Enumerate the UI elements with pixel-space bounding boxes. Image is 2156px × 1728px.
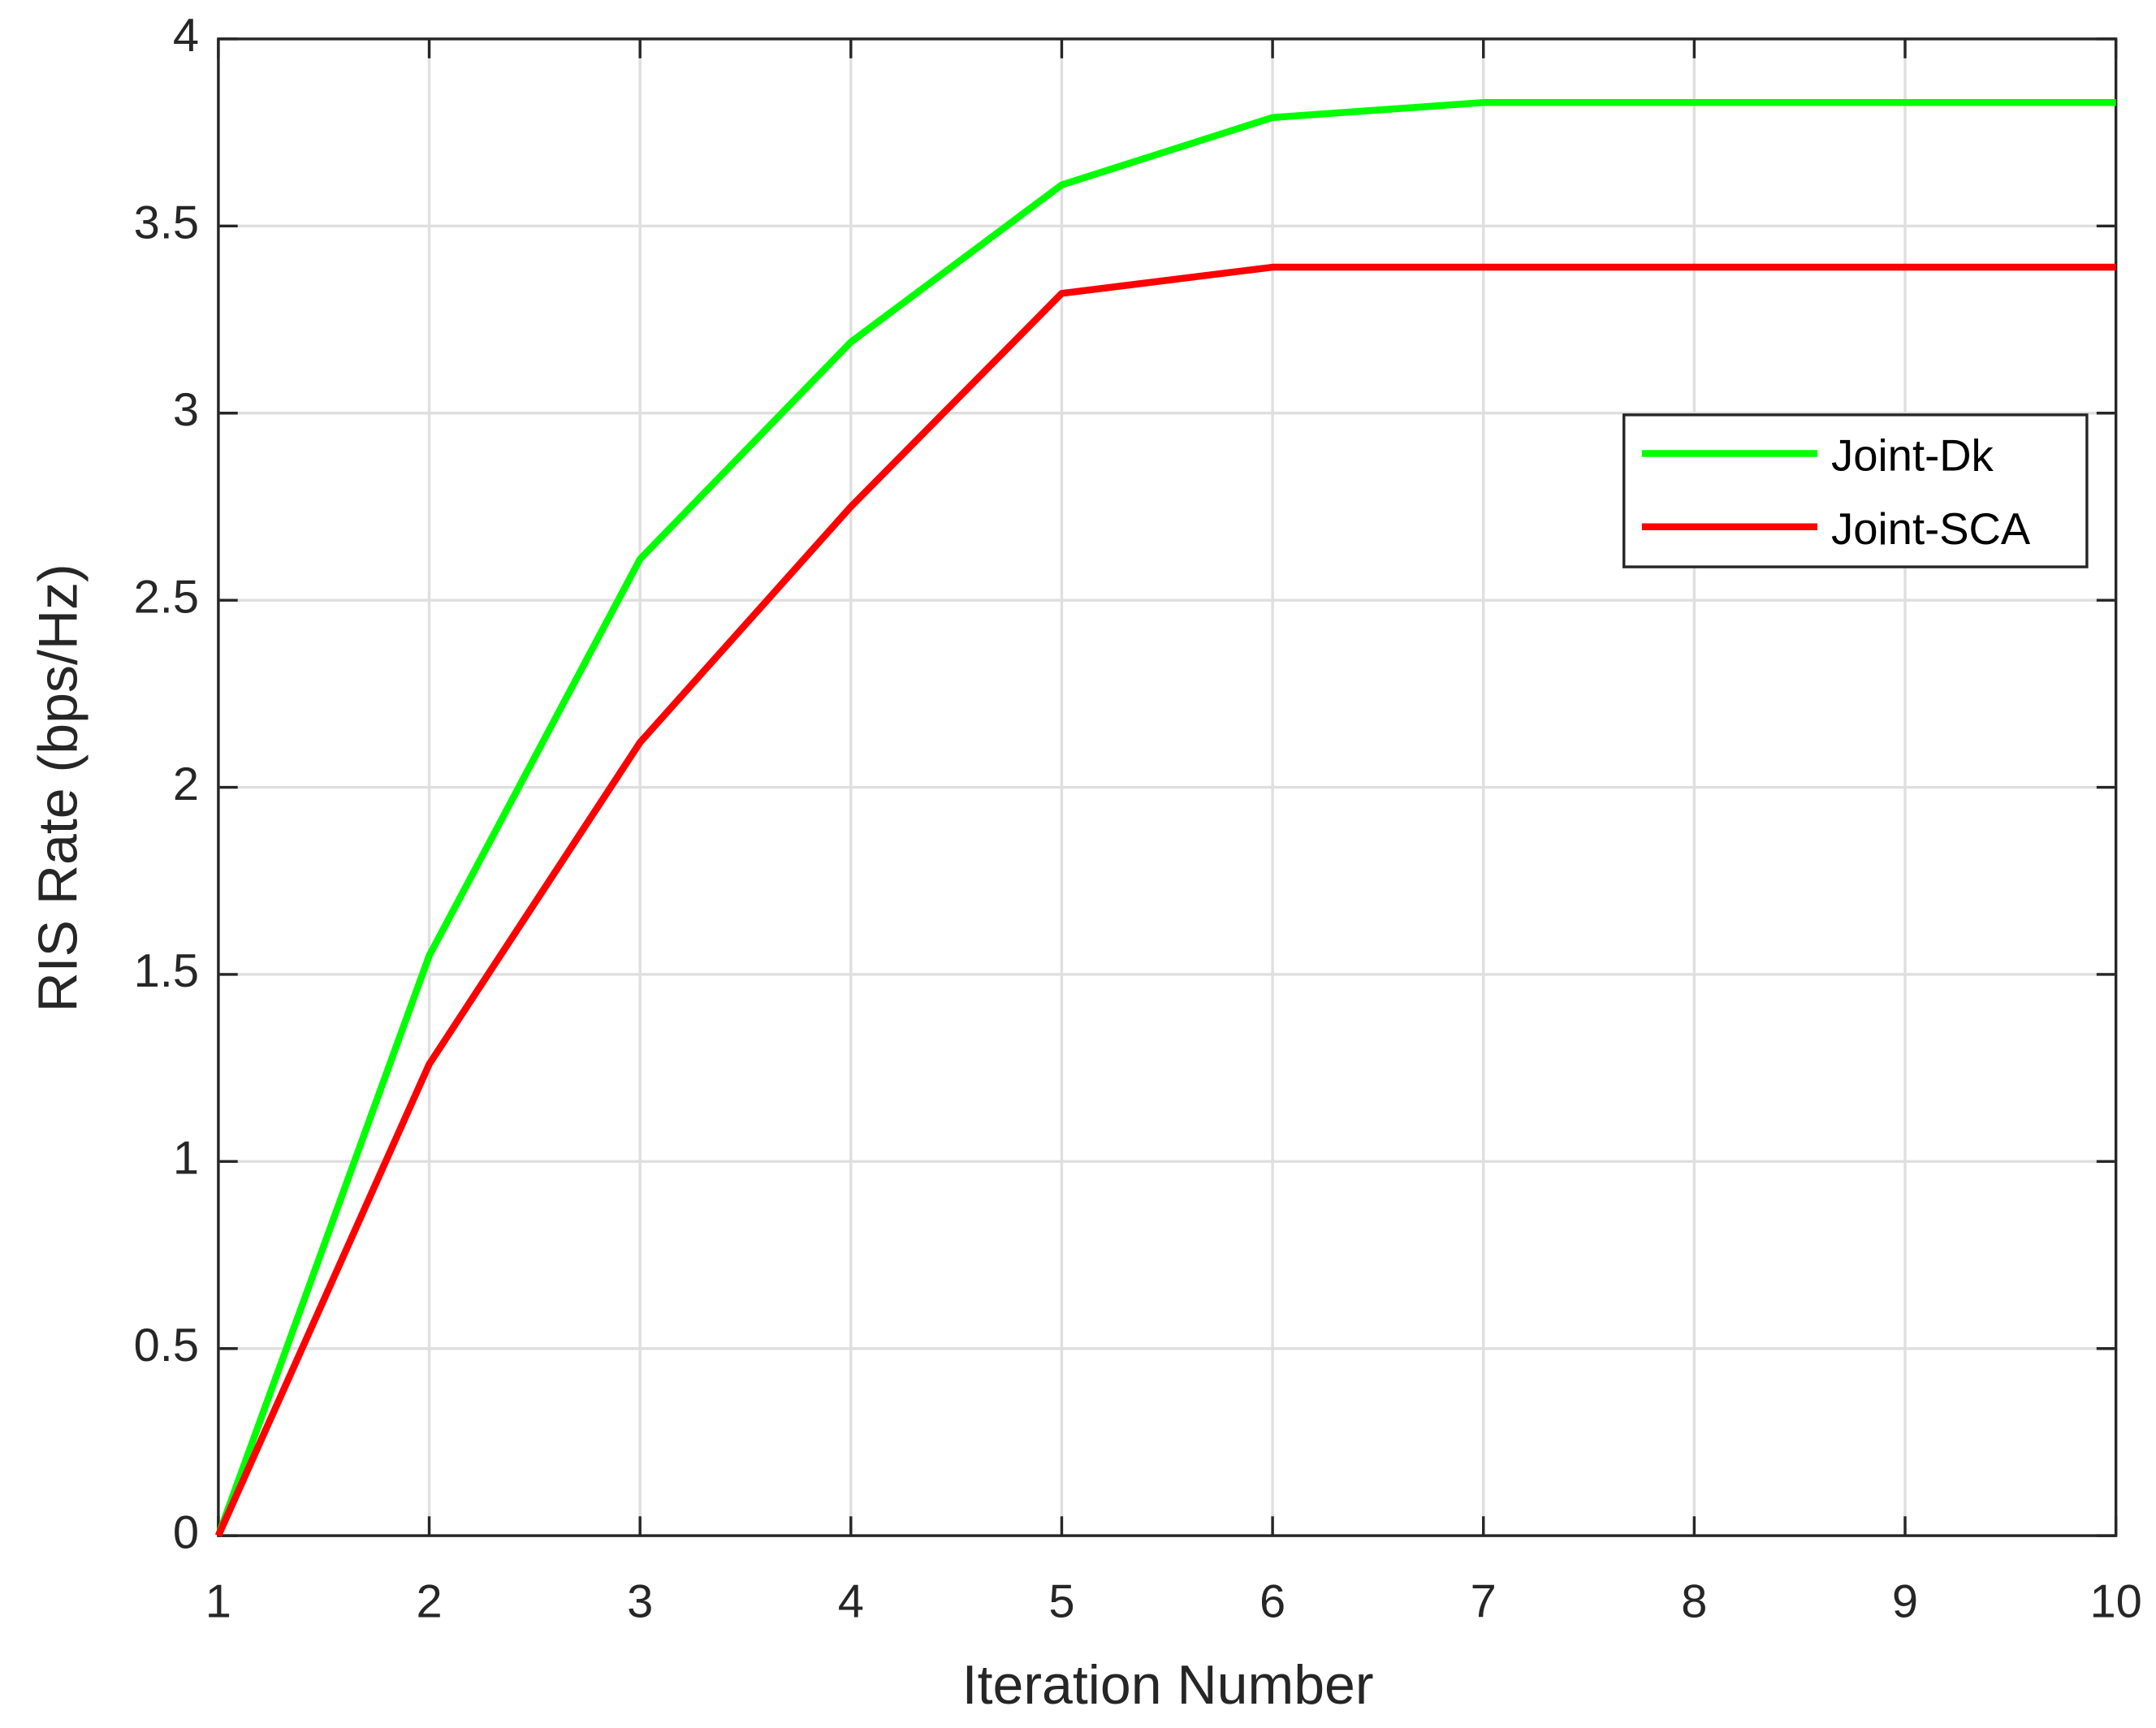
series-line [214, 99, 2116, 1537]
x-axis-label: Iteration Number [962, 1654, 1374, 1716]
y-tick-label: 0.5 [134, 1320, 199, 1372]
x-tick-label: 1 [205, 1576, 231, 1628]
x-tick-label: 10 [2089, 1576, 2141, 1628]
y-axis-label: RIS Rate (bps/Hz) [28, 564, 89, 1012]
y-tick-label: 0 [173, 1506, 199, 1558]
x-tick-label: 4 [838, 1576, 864, 1628]
y-tick-label: 2 [173, 758, 199, 810]
y-tick-label: 2.5 [134, 571, 199, 623]
y-tick-label: 1.5 [134, 945, 199, 997]
legend: Joint-Dk Joint-SCA [1622, 413, 2089, 568]
x-tick-label: 7 [1471, 1576, 1497, 1628]
x-tick-label: 3 [627, 1576, 653, 1628]
legend-label: Joint-SCA [1831, 504, 2031, 554]
y-tick-label: 3 [173, 384, 199, 436]
y-tick-label: 1 [173, 1133, 199, 1185]
x-tick-label: 8 [1681, 1576, 1707, 1628]
legend-box [1622, 413, 2089, 568]
plot-frame [217, 37, 2118, 1537]
x-tick-label: 6 [1259, 1576, 1285, 1628]
x-tick-label: 5 [1048, 1576, 1074, 1628]
x-tick-label: 2 [416, 1576, 442, 1628]
y-tick-label: 4 [173, 10, 199, 62]
series-line [215, 263, 2116, 1537]
y-tick-label: 3.5 [134, 197, 199, 249]
legend-label: Joint-Dk [1831, 431, 1994, 481]
x-tick-label: 9 [1892, 1576, 1918, 1628]
